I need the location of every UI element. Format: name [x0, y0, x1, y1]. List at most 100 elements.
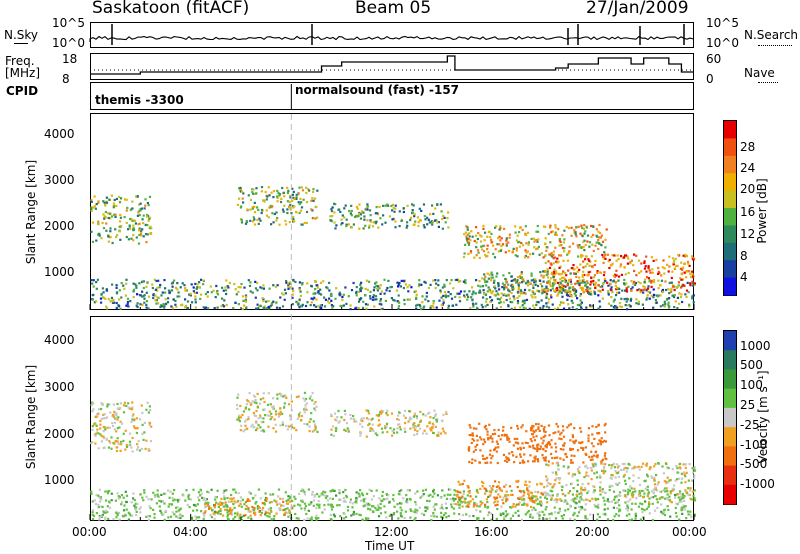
- power-heatmap-cell: [244, 222, 248, 225]
- velocity-heatmap-cell: [626, 506, 630, 509]
- power-heatmap-cell: [620, 297, 623, 300]
- power-heatmap-cell: [528, 307, 531, 310]
- velocity-heatmap-cell: [459, 491, 462, 494]
- velocity-heatmap-cell: [381, 494, 384, 497]
- velocity-cbar-tick-neg500: -500: [740, 457, 768, 471]
- power-heatmap-cell: [690, 295, 694, 298]
- velocity-heatmap-cell: [248, 499, 251, 502]
- velocity-heatmap-cell: [251, 400, 254, 403]
- velocity-heatmap-cell: [124, 514, 127, 517]
- velocity-heatmap-cell: [371, 510, 374, 513]
- power-heatmap-cell: [429, 306, 432, 310]
- power-heatmap-cell: [644, 288, 647, 291]
- velocity-heatmap-cell: [533, 501, 536, 504]
- velocity-heatmap-cell: [601, 458, 604, 461]
- power-heatmap-cell: [379, 217, 382, 220]
- power-heatmap-cell: [343, 207, 346, 210]
- power-heatmap-cell: [433, 219, 437, 222]
- velocity-heatmap-cell: [285, 499, 288, 503]
- velocity-heatmap-cell: [124, 429, 127, 432]
- velocity-heatmap-cell: [239, 496, 242, 499]
- velocity-heatmap-cell: [91, 509, 95, 512]
- power-heatmap-cell: [398, 225, 401, 228]
- velocity-heatmap-cell: [153, 516, 156, 519]
- power-heatmap-cell: [566, 298, 569, 301]
- power-heatmap-cell: [288, 200, 291, 203]
- power-heatmap-cell: [119, 220, 122, 223]
- power-heatmap-cell: [119, 197, 123, 200]
- power-heatmap-cell: [390, 204, 393, 208]
- power-heatmap-cell: [237, 286, 240, 289]
- velocity-heatmap-cell: [580, 498, 583, 501]
- power-heatmap-cell: [144, 223, 147, 226]
- velocity-heatmap-cell: [457, 503, 460, 506]
- power-heatmap-cell: [532, 286, 535, 289]
- velocity-heatmap-cell: [433, 508, 436, 511]
- velocity-heatmap-cell: [618, 508, 621, 511]
- velocity-heatmap-cell: [162, 513, 165, 516]
- power-heatmap-cell: [463, 252, 466, 255]
- velocity-heatmap-cell: [678, 500, 681, 504]
- power-heatmap-cell: [375, 281, 378, 284]
- nsky-label: N.Sky: [4, 28, 39, 42]
- velocity-heatmap-cell: [251, 505, 254, 509]
- velocity-heatmap-cell: [540, 483, 543, 486]
- power-heatmap-cell: [447, 304, 450, 307]
- velocity-heatmap-cell: [148, 405, 151, 408]
- velocity-heatmap-cell: [572, 473, 575, 476]
- power-heatmap-cell: [366, 219, 369, 222]
- power-heatmap-cell: [544, 237, 547, 240]
- power-heatmap-cell: [363, 218, 366, 221]
- power-heatmap-cell: [633, 253, 636, 256]
- power-heatmap-cell: [623, 298, 626, 301]
- velocity-heatmap-cell: [493, 496, 496, 499]
- cpid-mode-2: normalsound (fast) -157: [295, 83, 460, 97]
- velocity-heatmap-cell: [458, 518, 461, 521]
- velocity-heatmap-cell: [683, 473, 686, 476]
- power-heatmap-cell: [377, 285, 380, 288]
- power-heatmap-cell: [459, 290, 463, 293]
- power-heatmap-cell: [580, 306, 583, 309]
- power-heatmap-cell: [168, 291, 171, 294]
- velocity-heatmap-cell: [638, 490, 641, 493]
- velocity-heatmap-cell: [484, 424, 487, 427]
- velocity-heatmap-cell: [626, 467, 629, 470]
- power-heatmap-cell: [380, 303, 383, 306]
- velocity-heatmap-cell: [572, 500, 575, 503]
- power-heatmap-cell: [289, 208, 292, 211]
- velocity-heatmap-cell: [386, 414, 389, 417]
- power-heatmap-cell: [359, 286, 363, 289]
- velocity-heatmap-cell: [655, 473, 658, 477]
- power-heatmap-cell: [582, 227, 585, 230]
- velocity-heatmap-cell: [550, 446, 553, 449]
- velocity-heatmap-cell: [413, 412, 416, 415]
- velocity-heatmap-cell: [591, 463, 594, 466]
- power-heatmap-cell: [544, 243, 547, 246]
- power-heatmap-cell: [102, 213, 105, 216]
- power-heatmap-cell: [381, 307, 384, 310]
- power-heatmap-cell: [519, 226, 522, 229]
- power-heatmap-cell: [129, 227, 132, 230]
- velocity-heatmap-cell: [502, 512, 505, 515]
- velocity-heatmap-cell: [481, 501, 484, 505]
- power-heatmap-cell: [671, 294, 674, 297]
- power-heatmap-cell: [546, 289, 549, 292]
- power-heatmap-cell: [104, 210, 107, 214]
- power-heatmap-cell: [486, 244, 489, 247]
- power-heatmap-cell: [222, 289, 225, 292]
- velocity-heatmap-cell: [340, 416, 343, 419]
- velocity-heatmap-cell: [300, 489, 303, 493]
- velocity-heatmap-cell: [244, 501, 247, 504]
- velocity-heatmap-cell: [581, 441, 584, 444]
- power-heatmap-cell: [681, 268, 684, 271]
- power-heatmap-cell: [172, 298, 175, 301]
- power-heatmap-cell: [128, 224, 131, 227]
- velocity-heatmap-cell: [97, 412, 100, 415]
- power-heatmap-cell: [610, 263, 613, 267]
- velocity-heatmap-cell: [323, 494, 326, 497]
- power-heatmap-cell: [634, 282, 637, 285]
- velocity-heatmap-cell: [437, 434, 440, 437]
- power-heatmap-cell: [657, 266, 660, 270]
- velocity-heatmap-cell: [227, 510, 230, 513]
- velocity-heatmap-cell: [94, 503, 98, 506]
